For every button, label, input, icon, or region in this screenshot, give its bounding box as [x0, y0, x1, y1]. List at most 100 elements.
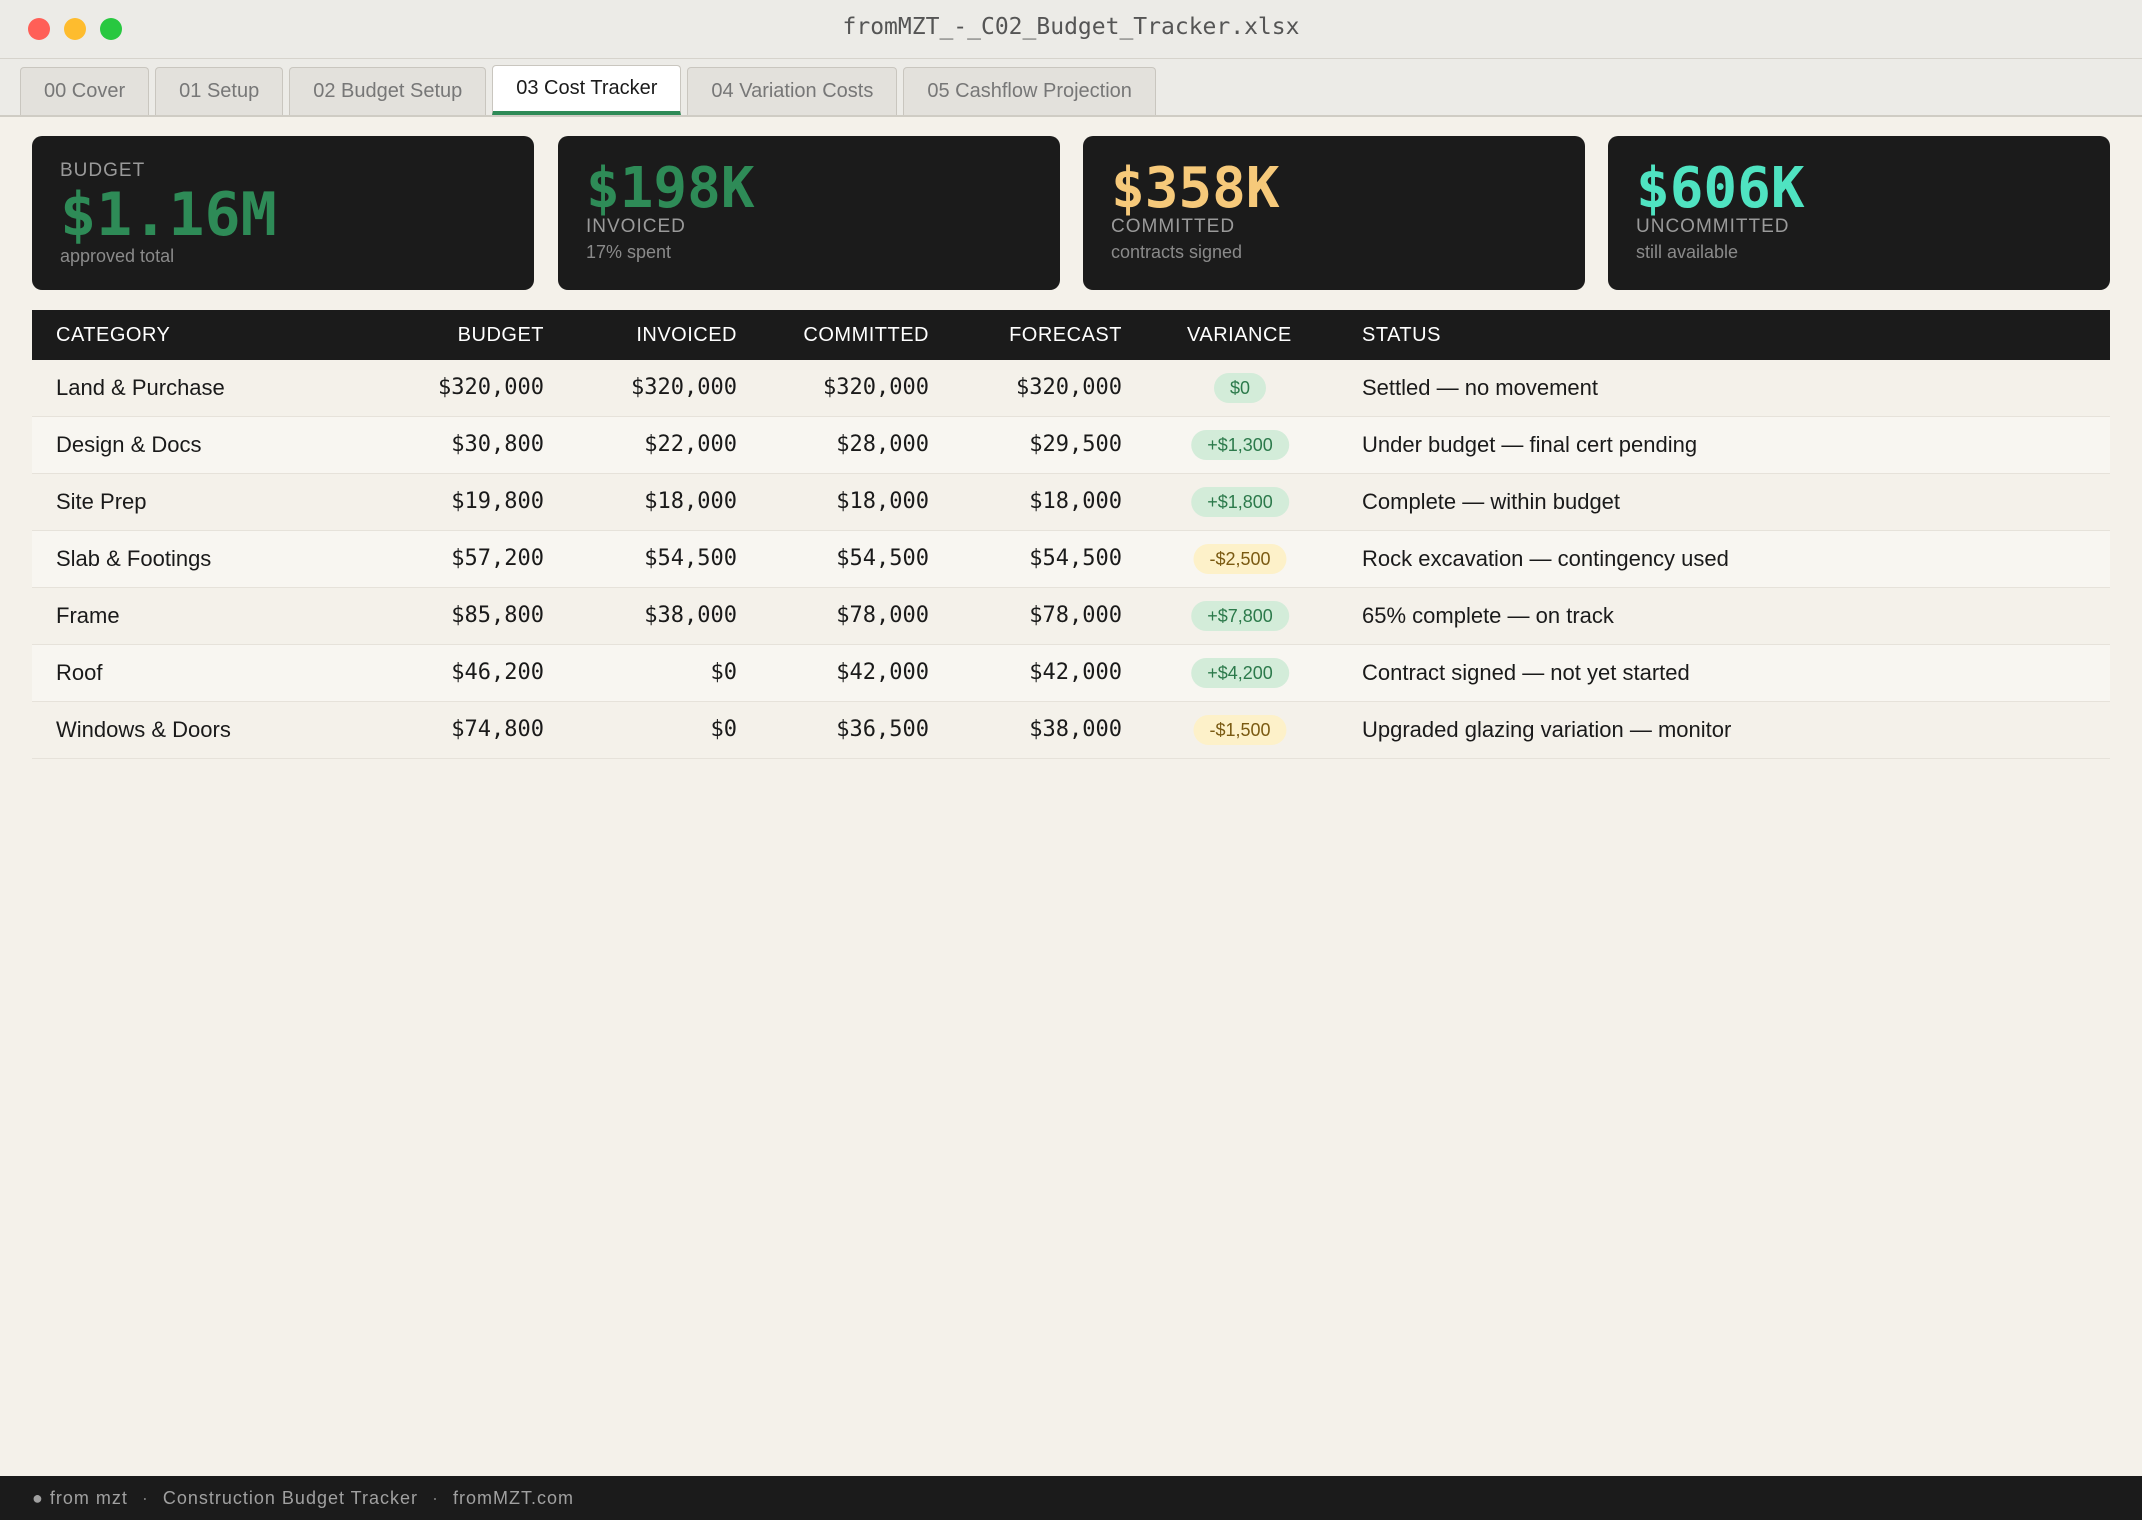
uncommitted-card: $606K UNCOMMITTED still available [1608, 136, 2110, 290]
table-row[interactable]: Land & Purchase $320,000 $320,000 $320,000 $… [32, 360, 2110, 417]
footer-product: Construction Budget Tracker [162, 1487, 418, 1508]
header-variance[interactable]: VARIANCE [1187, 324, 1292, 346]
cell-category: Site Prep [56, 489, 147, 514]
cell-status: 65% complete — on track [1362, 603, 1614, 628]
cell-invoiced: $0 [710, 660, 738, 685]
variance-badge: +$4,200 [1191, 658, 1289, 688]
cell-committed: $42,000 [836, 660, 929, 685]
cell-committed: $28,000 [836, 432, 929, 457]
cell-status: Upgraded glazing variation — monitor [1362, 717, 1732, 742]
cell-budget: $85,800 [451, 603, 544, 628]
tab-setup[interactable]: 01 Setup [155, 67, 284, 115]
invoiced-card-sub: 17% spent [586, 242, 672, 262]
cell-invoiced: $54,500 [644, 546, 737, 571]
cell-status: Contract signed — not yet started [1362, 660, 1690, 685]
tab-cover[interactable]: 00 Cover [20, 67, 150, 115]
cell-committed: $54,500 [836, 546, 929, 571]
footer-site[interactable]: fromMZT.com [453, 1487, 574, 1508]
table-row[interactable]: Site Prep $19,800 $18,000 $18,000 $18,000 +$1… [32, 474, 2110, 531]
invoiced-card-value: $198K [586, 156, 755, 221]
invoiced-card: $198K INVOICED 17% spent [558, 136, 1060, 290]
uncommitted-card-label: UNCOMMITTED [1636, 216, 1790, 237]
committed-card: $358K COMMITTED contracts signed [1083, 136, 1585, 290]
cell-category: Slab & Footings [56, 546, 212, 571]
cell-forecast: $29,500 [1029, 432, 1122, 457]
cell-category: Roof [56, 660, 103, 685]
cell-forecast: $54,500 [1029, 546, 1122, 571]
table-row[interactable]: Design & Docs $30,800 $22,000 $28,000 $29,50… [32, 417, 2110, 474]
uncommitted-card-sub: still available [1636, 242, 1739, 262]
window-titlebar: fromMZT_-_C02_Budget_Tracker.xlsx [0, 0, 2142, 59]
cell-budget: $320,000 [438, 375, 544, 400]
variance-badge: -$1,500 [1193, 715, 1287, 745]
variance-badge: $0 [1213, 373, 1267, 403]
header-category[interactable]: CATEGORY [56, 324, 171, 346]
variance-badge: +$1,800 [1191, 487, 1289, 517]
invoiced-card-label: INVOICED [586, 216, 686, 237]
cell-budget: $46,200 [451, 660, 544, 685]
cell-committed: $320,000 [823, 375, 929, 400]
cell-forecast: $38,000 [1029, 717, 1122, 742]
tab-variation-costs[interactable]: 04 Variation Costs [687, 67, 898, 115]
table-row[interactable]: Windows & Doors $74,800 $0 $36,500 $38,000 -$… [32, 702, 2110, 759]
uncommitted-card-value: $606K [1636, 156, 1805, 221]
cell-category: Frame [56, 603, 120, 628]
cell-budget: $57,200 [451, 546, 544, 571]
committed-card-label: COMMITTED [1111, 216, 1236, 237]
cell-invoiced: $320,000 [631, 375, 737, 400]
tab-budget-setup[interactable]: 02 Budget Setup [289, 67, 487, 115]
table-body: Land & Purchase $320,000 $320,000 $320,000 $… [32, 360, 2110, 759]
footer-separator: · [432, 1487, 439, 1508]
close-window-button[interactable] [28, 18, 50, 40]
cell-budget: $19,800 [451, 489, 544, 514]
minimize-window-button[interactable] [64, 18, 86, 40]
cell-committed: $18,000 [836, 489, 929, 514]
header-budget[interactable]: BUDGET [457, 324, 544, 346]
footer-brand: ● from mzt [32, 1487, 128, 1508]
budget-card-value: $1.16M [60, 180, 277, 250]
maximize-window-button[interactable] [100, 18, 122, 40]
cell-category: Design & Docs [56, 432, 202, 457]
cell-status: Under budget — final cert pending [1362, 432, 1698, 457]
budget-card-label: BUDGET [60, 160, 146, 181]
committed-card-value: $358K [1111, 156, 1280, 221]
header-status[interactable]: STATUS [1362, 324, 1441, 346]
header-forecast[interactable]: FORECAST [1009, 324, 1122, 346]
table-header-row: CATEGORY BUDGET INVOICED COMMITTED FOREC… [32, 310, 2110, 360]
cell-forecast: $42,000 [1029, 660, 1122, 685]
cost-tracker-table: CATEGORY BUDGET INVOICED COMMITTED FOREC… [32, 310, 2110, 759]
header-invoiced[interactable]: INVOICED [636, 324, 737, 346]
cell-invoiced: $0 [710, 717, 738, 742]
cell-committed: $78,000 [836, 603, 929, 628]
cell-status: Rock excavation — contingency used [1362, 546, 1729, 571]
cell-invoiced: $38,000 [644, 603, 737, 628]
footer-separator: · [141, 1487, 149, 1508]
window-title: fromMZT_-_C02_Budget_Tracker.xlsx [842, 14, 1300, 40]
budget-card-sub: approved total [60, 246, 175, 266]
tab-cost-tracker[interactable]: 03 Cost Tracker [492, 65, 682, 115]
variance-badge: -$2,500 [1193, 544, 1287, 574]
variance-badge: +$7,800 [1191, 601, 1289, 631]
tab-cashflow-projection[interactable]: 05 Cashflow Projection [903, 67, 1156, 115]
header-committed[interactable]: COMMITTED [803, 324, 929, 346]
committed-card-sub: contracts signed [1111, 242, 1243, 262]
footer: ● from mzt · Construction Budget Tracker… [0, 1476, 2142, 1520]
cell-forecast: $320,000 [1016, 375, 1122, 400]
cell-committed: $36,500 [836, 717, 929, 742]
cell-forecast: $18,000 [1029, 489, 1122, 514]
variance-badge: +$1,300 [1191, 430, 1289, 460]
cell-budget: $30,800 [451, 432, 544, 457]
cell-status: Complete — within budget [1362, 489, 1621, 514]
budget-card: BUDGET $1.16M approved total [32, 136, 534, 290]
cell-category: Windows & Doors [56, 717, 231, 742]
cell-invoiced: $22,000 [644, 432, 737, 457]
table-row[interactable]: Slab & Footings $57,200 $54,500 $54,500 $54,… [32, 531, 2110, 588]
cell-category: Land & Purchase [56, 375, 225, 400]
table-row[interactable]: Roof $46,200 $0 $42,000 $42,000 +$4,200 Contra… [32, 645, 2110, 702]
cell-budget: $74,800 [451, 717, 544, 742]
cell-invoiced: $18,000 [644, 489, 737, 514]
summary-cards: BUDGET $1.16M approved total $198K INVOI… [32, 136, 2110, 290]
cell-status: Settled — no movement [1362, 375, 1599, 400]
cell-forecast: $78,000 [1029, 603, 1122, 628]
table-row[interactable]: Frame $85,800 $38,000 $78,000 $78,000 +$7,800… [32, 588, 2110, 645]
